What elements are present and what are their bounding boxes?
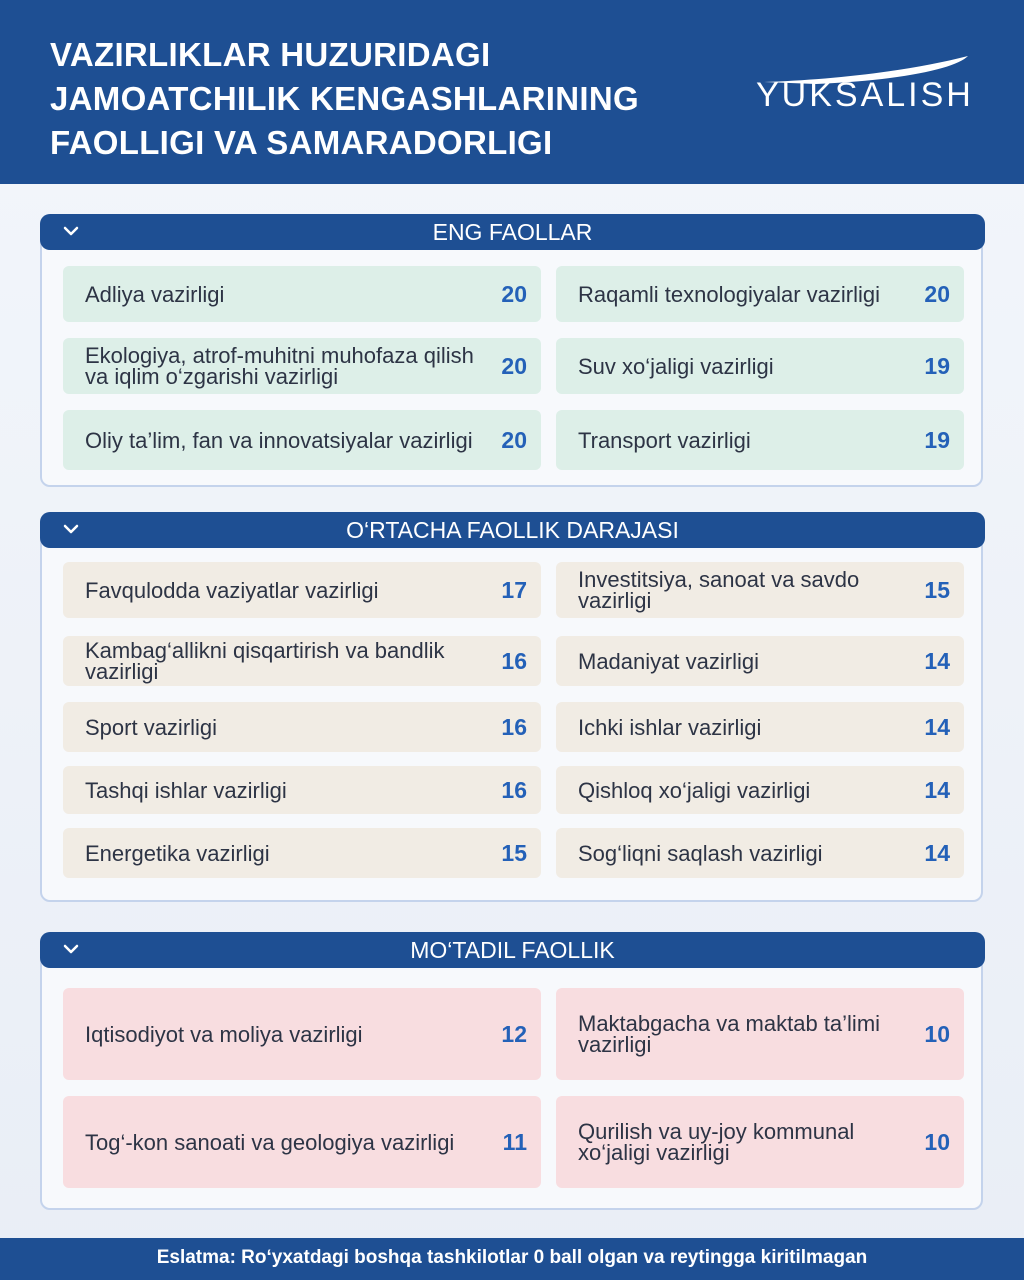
ministry-name: Madaniyat vazirligi — [578, 648, 759, 674]
ministry-name: Ichki ishlar vazirligi — [578, 714, 762, 740]
section-title: O‘RTACHA FAOLLIK DARAJASI — [346, 517, 679, 543]
score-value: 17 — [501, 576, 527, 603]
score-value: 16 — [501, 647, 527, 674]
list-item: Sport vazirligi 16 — [63, 702, 541, 752]
ministry-name: Oliy ta’lim, fan va innovatsiyalar vazir… — [85, 427, 473, 453]
list-item: Madaniyat vazirligi 14 — [556, 636, 964, 686]
yuksalish-logo: YUKSALISH — [756, 50, 976, 120]
ministry-name: Raqamli texnologiyalar vazirligi — [578, 281, 881, 307]
chevron-down-icon — [62, 222, 80, 240]
list-item: Investitsiya, sanoat va savdo vazirligi … — [556, 562, 964, 618]
title-line-1: VAZIRLIKLAR HUZURIDAGI — [50, 36, 491, 73]
list-item: Iqtisodiyot va moliya vazirligi 12 — [63, 988, 541, 1080]
ministry-name: Sog‘liqni saqlash vazirligi — [578, 840, 823, 866]
score-value: 20 — [924, 280, 950, 307]
section-header-ortacha-faollik[interactable]: O‘RTACHA FAOLLIK DARAJASI — [40, 512, 985, 548]
list-item: Oliy ta’lim, fan va innovatsiyalar vazir… — [63, 410, 541, 470]
section-title: ENG FAOLLAR — [432, 219, 593, 245]
score-value: 15 — [501, 839, 527, 866]
logo-swoosh-icon — [764, 56, 968, 84]
ministry-name: Tog‘-kon sanoati va geologiya vazirligi — [85, 1129, 455, 1155]
list-item: Adliya vazirligi 20 — [63, 266, 541, 322]
score-value: 16 — [501, 776, 527, 803]
score-value: 10 — [924, 1020, 950, 1047]
score-value: 14 — [924, 839, 950, 866]
score-value: 14 — [924, 776, 950, 803]
ministry-name: Qurilish va uy-joy kommunal xo‘jaligi va… — [578, 1119, 855, 1165]
list-item: Maktabgacha va maktab ta’limi vazirligi … — [556, 988, 964, 1080]
score-value: 19 — [924, 426, 950, 453]
header-banner: VAZIRLIKLAR HUZURIDAGI JAMOATCHILIK KENG… — [0, 0, 1024, 184]
ministry-name: Maktabgacha va maktab ta’limi vazirligi — [578, 1011, 881, 1057]
section-ortacha-faollik: O‘RTACHA FAOLLIK DARAJASI Favqulodda vaz… — [40, 512, 985, 902]
ministry-name: Tashqi ishlar vazirligi — [85, 777, 287, 803]
ministry-name: Favqulodda vaziyatlar vazirligi — [85, 577, 379, 603]
title-line-3: FAOLLIGI VA SAMARADORLIGI — [50, 124, 553, 161]
list-item: Suv xo‘jaligi vazirligi 19 — [556, 338, 964, 394]
ministry-name: Qishloq xo‘jaligi vazirligi — [578, 777, 811, 803]
ministry-name: Sport vazirligi — [85, 714, 218, 740]
ministry-name: Suv xo‘jaligi vazirligi — [578, 353, 774, 379]
logo-text: YUKSALISH — [756, 76, 974, 114]
score-value: 20 — [501, 280, 527, 307]
list-item: Favqulodda vaziyatlar vazirligi 17 — [63, 562, 541, 618]
list-item: Raqamli texnologiyalar vazirligi 20 — [556, 266, 964, 322]
score-value: 12 — [501, 1020, 527, 1047]
list-item: Ekologiya, atrof-muhitni muhofaza qilish… — [63, 338, 541, 394]
ministry-name: Investitsiya, sanoat va savdo vazirligi — [578, 567, 860, 613]
score-value: 11 — [502, 1128, 527, 1155]
ministry-name: Iqtisodiyot va moliya vazirligi — [85, 1021, 363, 1047]
score-value: 15 — [924, 576, 950, 603]
chevron-down-icon — [62, 940, 80, 958]
score-value: 14 — [924, 647, 950, 674]
list-item: Sog‘liqni saqlash vazirligi 14 — [556, 828, 964, 878]
list-item: Qishloq xo‘jaligi vazirligi 14 — [556, 766, 964, 814]
score-value: 14 — [924, 713, 950, 740]
page-title: VAZIRLIKLAR HUZURIDAGI JAMOATCHILIK KENG… — [50, 33, 730, 165]
score-value: 10 — [924, 1128, 950, 1155]
list-item: Ichki ishlar vazirligi 14 — [556, 702, 964, 752]
list-item: Tashqi ishlar vazirligi 16 — [63, 766, 541, 814]
footer-note: Eslatma: Ro‘yxatdagi boshqa tashkilotlar… — [0, 1238, 1024, 1280]
score-value: 20 — [501, 352, 527, 379]
list-item: Transport vazirligi 19 — [556, 410, 964, 470]
list-item: Qurilish va uy-joy kommunal xo‘jaligi va… — [556, 1096, 964, 1188]
list-item: Kambag‘allikni qisqartirish va bandlik v… — [63, 636, 541, 686]
title-line-2: JAMOATCHILIK KENGASHLARINING — [50, 80, 639, 117]
score-value: 20 — [501, 426, 527, 453]
section-title: MO‘TADIL FAOLLIK — [410, 937, 615, 963]
ministry-name: Energetika vazirligi — [85, 840, 270, 866]
list-item: Energetika vazirligi 15 — [63, 828, 541, 878]
ministry-name: Adliya vazirligi — [85, 281, 225, 307]
score-value: 19 — [924, 352, 950, 379]
ministry-name: Kambag‘allikni qisqartirish va bandlik v… — [85, 638, 445, 684]
ministry-name: Ekologiya, atrof-muhitni muhofaza qilish… — [85, 343, 474, 389]
score-value: 16 — [501, 713, 527, 740]
section-header-motadil-faollik[interactable]: MO‘TADIL FAOLLIK — [40, 932, 985, 968]
list-item: Tog‘-kon sanoati va geologiya vazirligi … — [63, 1096, 541, 1188]
section-motadil-faollik: MO‘TADIL FAOLLIK Iqtisodiyot va moliya v… — [40, 932, 985, 1210]
section-header-eng-faollar[interactable]: ENG FAOLLAR — [40, 214, 985, 250]
chevron-down-icon — [62, 520, 80, 538]
section-eng-faollar: ENG FAOLLAR Adliya vazirligi 20 Raqamli … — [40, 214, 985, 487]
ministry-name: Transport vazirligi — [578, 427, 751, 453]
